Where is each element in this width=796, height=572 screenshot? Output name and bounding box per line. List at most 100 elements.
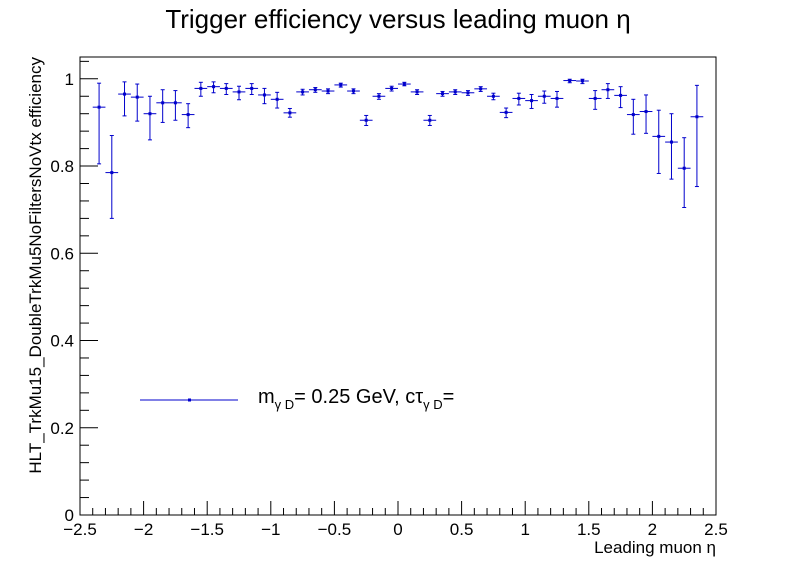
- data-point: [690, 84, 704, 188]
- point-marker: [110, 171, 114, 175]
- data-point: [614, 86, 627, 109]
- x-tick-label: 1.5: [577, 520, 601, 539]
- data-point: [385, 85, 398, 92]
- y-axis-ticks: [80, 60, 98, 516]
- data-point: [308, 87, 322, 93]
- x-tick-label: 0: [393, 520, 402, 539]
- y-tick-label: 0.6: [50, 244, 74, 263]
- point-marker: [186, 113, 190, 117]
- point-marker: [173, 101, 177, 105]
- point-marker: [288, 111, 292, 115]
- data-point: [283, 107, 297, 118]
- data-point: [92, 82, 106, 165]
- point-marker: [606, 88, 610, 92]
- y-tick-label: 0.2: [50, 419, 74, 438]
- data-point: [677, 137, 691, 208]
- legend-end: =: [443, 386, 455, 408]
- data-point: [487, 92, 500, 101]
- point-marker: [619, 93, 623, 97]
- point-marker: [123, 92, 127, 96]
- data-point: [296, 88, 309, 96]
- data-point: [347, 88, 360, 95]
- data-point: [105, 135, 119, 219]
- point-marker: [199, 86, 203, 90]
- x-tick-label: −2.5: [63, 520, 97, 539]
- data-point: [334, 82, 348, 88]
- y-axis-tick-labels: 0 0.2 0.4 0.6 0.8 1: [50, 70, 74, 525]
- data-point: [626, 98, 640, 135]
- point-marker: [250, 86, 254, 90]
- data-point: [130, 83, 144, 122]
- point-marker: [364, 118, 368, 122]
- x-tick-label: 0.5: [450, 520, 474, 539]
- data-point: [398, 81, 411, 87]
- point-marker: [682, 166, 686, 170]
- data-point: [169, 90, 182, 121]
- data-point: [563, 78, 577, 84]
- data-point: [588, 90, 602, 110]
- point-marker: [415, 90, 419, 94]
- point-marker: [237, 90, 241, 94]
- point-marker: [631, 113, 635, 117]
- legend: mγ D= 0.25 GeV, cτγ D=: [140, 386, 454, 412]
- point-marker: [212, 85, 216, 89]
- data-point: [270, 91, 284, 109]
- point-marker: [351, 89, 355, 93]
- x-tick-label: −1.5: [190, 520, 224, 539]
- data-point: [576, 78, 589, 85]
- legend-mass-text: = 0.25 GeV, cτ: [294, 386, 423, 408]
- data-point: [652, 109, 666, 174]
- data-point: [232, 85, 246, 101]
- data-point: [423, 114, 437, 126]
- x-tick-label: 2: [648, 520, 657, 539]
- data-point: [258, 87, 271, 105]
- point-marker: [224, 86, 228, 90]
- data-point: [639, 94, 653, 134]
- data-point: [194, 81, 208, 97]
- data-point: [410, 89, 424, 96]
- data-point: [219, 83, 233, 96]
- data-point: [359, 114, 373, 126]
- data-point: [245, 83, 259, 96]
- point-marker: [390, 86, 394, 90]
- data-points: [92, 78, 704, 219]
- point-marker: [313, 88, 317, 92]
- chart-title: Trigger efficiency versus leading muon η: [165, 4, 630, 34]
- point-marker: [148, 112, 152, 116]
- data-point: [207, 81, 220, 94]
- point-marker: [275, 97, 279, 101]
- point-marker: [135, 95, 139, 99]
- data-point: [601, 83, 615, 99]
- point-marker: [326, 89, 330, 93]
- point-marker: [97, 105, 101, 109]
- y-tick-label: 1: [65, 70, 74, 89]
- point-marker: [580, 79, 584, 83]
- point-marker: [402, 82, 406, 86]
- point-marker: [441, 92, 445, 96]
- y-axis-label: HLT_TrkMu15_DoubleTrkMu5NoFiltersNoVtx e…: [26, 57, 45, 474]
- legend-m-subscript: γ D: [275, 397, 295, 412]
- point-marker: [453, 90, 457, 94]
- x-axis-ticks: [79, 501, 717, 515]
- point-marker: [161, 101, 165, 105]
- data-point: [550, 90, 564, 108]
- data-point: [665, 113, 678, 180]
- x-tick-label: −0.5: [318, 520, 352, 539]
- point-marker: [568, 79, 572, 83]
- x-tick-label: 1: [520, 520, 529, 539]
- data-point: [156, 89, 170, 123]
- point-marker: [339, 83, 343, 87]
- point-marker: [301, 90, 305, 94]
- data-point: [461, 90, 475, 96]
- point-marker: [669, 140, 673, 144]
- y-tick-label: 0.8: [50, 157, 74, 176]
- data-point: [474, 86, 488, 92]
- data-point: [181, 103, 195, 129]
- point-marker: [644, 110, 648, 114]
- data-point: [143, 95, 157, 141]
- y-tick-label: 0.4: [50, 332, 74, 351]
- point-marker: [466, 91, 470, 95]
- x-tick-label: −1: [261, 520, 280, 539]
